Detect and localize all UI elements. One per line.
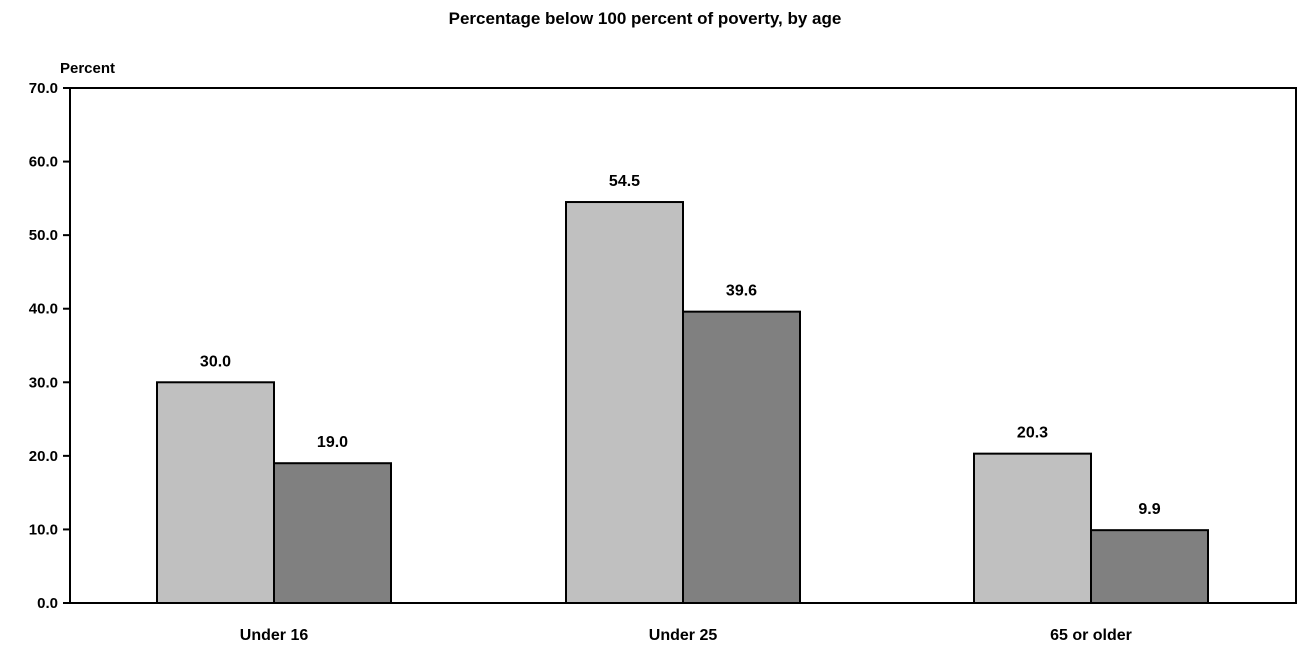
bars — [156, 201, 1209, 605]
y-tick-label: 20.0 — [29, 448, 58, 465]
bar — [273, 462, 392, 605]
x-tick-label: Under 16 — [240, 627, 309, 644]
bar — [156, 381, 275, 604]
x-tick-label: 65 or older — [1050, 627, 1132, 644]
y-tick-label: 60.0 — [29, 154, 58, 171]
y-tick-label: 50.0 — [29, 227, 58, 244]
data-label: 19.0 — [317, 434, 348, 451]
bar — [682, 310, 801, 604]
bar — [565, 201, 684, 605]
data-labels: 30.0 19.0 54.5 39.6 20.3 9.9 — [200, 173, 1161, 518]
bar — [1090, 529, 1209, 605]
data-label: 54.5 — [609, 173, 640, 190]
bar — [973, 452, 1092, 604]
data-label: 39.6 — [726, 283, 757, 300]
data-label: 9.9 — [1138, 501, 1160, 518]
y-axis-title: Percent — [60, 60, 115, 77]
chart-title: Percentage below 100 percent of poverty,… — [449, 9, 842, 28]
y-axis-ticks: 0.0 10.0 20.0 30.0 40.0 50.0 60.0 70.0 — [29, 80, 70, 612]
y-tick-label: 10.0 — [29, 521, 58, 538]
category-labels: Under 16 Under 25 65 or older — [240, 627, 1132, 644]
y-tick-label: 0.0 — [37, 595, 58, 612]
y-tick-label: 70.0 — [29, 80, 58, 97]
y-tick-label: 30.0 — [29, 374, 58, 391]
y-tick-label: 40.0 — [29, 301, 58, 318]
data-label: 30.0 — [200, 353, 231, 370]
x-tick-label: Under 25 — [649, 627, 718, 644]
data-label: 20.3 — [1017, 425, 1048, 442]
